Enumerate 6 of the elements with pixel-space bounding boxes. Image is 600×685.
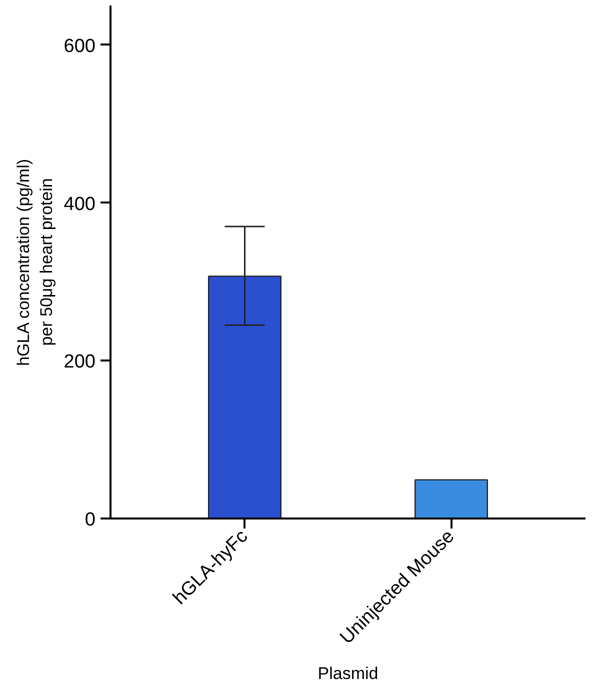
y-tick-label: 0 (84, 510, 96, 530)
y-tick-label: 200 (64, 352, 96, 373)
x-axis-title: Plasmid (318, 664, 378, 683)
y-axis-title: hGLA concentration (pg/ml) per 50μg heart protein (14, 158, 56, 366)
y-tick-label: 600 (64, 36, 96, 57)
y-tick-label: 400 (64, 194, 96, 215)
